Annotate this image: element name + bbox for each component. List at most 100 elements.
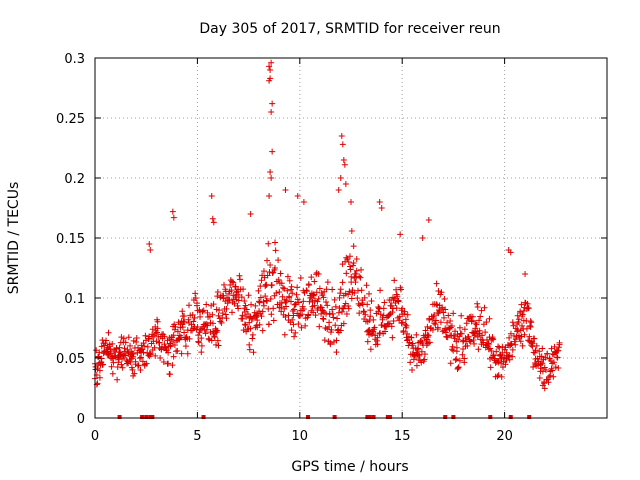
data-point — [389, 334, 396, 341]
data-point — [507, 249, 514, 256]
data-point — [348, 295, 355, 302]
data-point — [229, 309, 236, 316]
data-point — [376, 199, 383, 205]
data-point — [367, 346, 374, 353]
data-point — [333, 349, 340, 356]
data-point — [182, 343, 189, 350]
data-point — [519, 342, 526, 349]
data-point — [202, 330, 209, 337]
data-point — [273, 290, 280, 297]
data-point — [415, 351, 422, 358]
data-point — [371, 324, 378, 331]
data-point — [339, 141, 346, 148]
data-point — [432, 317, 439, 324]
data-point — [236, 276, 243, 283]
data-point — [332, 322, 339, 329]
data-point — [289, 290, 296, 297]
data-point — [345, 258, 352, 265]
data-point — [133, 334, 140, 341]
data-point — [241, 298, 248, 305]
data-point — [442, 306, 449, 313]
data-point — [227, 281, 234, 288]
data-point — [458, 312, 465, 319]
data-point — [269, 100, 276, 107]
data-point — [281, 331, 288, 338]
data-point — [228, 287, 235, 294]
data-point — [222, 311, 229, 318]
data-point — [208, 337, 215, 344]
data-point — [170, 332, 177, 339]
data-point — [377, 329, 384, 336]
data-point — [421, 351, 428, 358]
data-point — [156, 339, 163, 346]
data-point — [464, 342, 471, 349]
data-point — [335, 309, 342, 316]
data-point — [282, 187, 289, 193]
data-point — [105, 329, 112, 336]
data-point — [476, 327, 483, 334]
data-point — [402, 321, 409, 328]
data-point — [485, 340, 492, 347]
data-point — [214, 337, 221, 344]
data-point — [235, 297, 242, 304]
data-point — [525, 337, 532, 344]
data-point — [115, 359, 122, 366]
data-point — [146, 241, 153, 247]
data-point — [354, 287, 361, 294]
data-point — [337, 290, 344, 297]
data-point — [366, 290, 373, 297]
data-point — [468, 318, 475, 325]
data-point — [226, 297, 233, 304]
data-point — [234, 302, 241, 309]
data-point — [251, 309, 258, 316]
data-point — [348, 199, 354, 205]
chart-title: Day 305 of 2017, SRMTID for receiver reu… — [199, 21, 500, 37]
data-point — [96, 349, 103, 356]
data-point — [166, 371, 173, 378]
data-point — [154, 329, 161, 336]
zero-marker — [371, 415, 376, 419]
data-point — [157, 355, 164, 362]
data-point — [109, 370, 116, 377]
data-point — [242, 302, 249, 309]
data-point — [487, 364, 494, 371]
data-point — [189, 311, 196, 318]
data-point — [440, 314, 447, 321]
data-point — [351, 290, 358, 297]
zero-marker — [367, 415, 372, 419]
data-point — [361, 294, 368, 301]
x-tick-label: 0 — [91, 429, 99, 444]
data-point — [476, 317, 482, 324]
data-point — [267, 75, 274, 82]
data-point — [449, 343, 456, 350]
data-point — [348, 273, 355, 280]
data-point — [288, 283, 295, 290]
data-point — [482, 329, 489, 336]
data-point — [213, 329, 220, 336]
data-point — [345, 303, 352, 310]
data-point — [96, 374, 103, 381]
data-point — [360, 308, 367, 315]
data-point — [542, 366, 549, 373]
data-point — [238, 294, 245, 301]
data-point — [539, 360, 546, 367]
data-point — [185, 316, 192, 323]
data-point — [447, 360, 454, 367]
data-point — [400, 327, 407, 334]
data-point — [461, 326, 468, 333]
data-point — [383, 324, 390, 331]
data-point — [426, 339, 433, 346]
data-point — [434, 324, 441, 331]
data-point — [214, 327, 221, 334]
data-point — [278, 280, 285, 287]
data-point — [474, 300, 481, 307]
data-point — [312, 312, 319, 319]
y-tick-label: 0.2 — [64, 172, 85, 187]
data-point — [365, 327, 372, 334]
data-point — [255, 287, 262, 294]
data-point — [311, 278, 318, 285]
data-point — [120, 335, 127, 342]
data-point — [287, 298, 294, 305]
data-point — [515, 319, 522, 326]
data-point — [219, 310, 226, 317]
